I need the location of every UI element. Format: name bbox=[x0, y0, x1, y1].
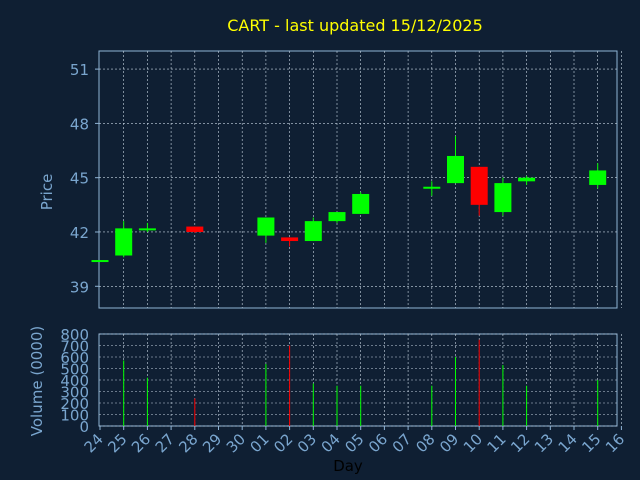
x-tick-label: 01 bbox=[246, 430, 272, 456]
candle-body bbox=[115, 228, 133, 256]
candle-body bbox=[138, 228, 156, 231]
volume-tick-label: 300 bbox=[60, 384, 89, 402]
x-tick-label: 16 bbox=[602, 430, 628, 456]
x-tick-label: 07 bbox=[389, 430, 415, 456]
x-tick-label: 27 bbox=[152, 430, 178, 456]
candle-body bbox=[423, 186, 441, 189]
price-tick-label: 48 bbox=[70, 115, 89, 133]
x-tick-label: 14 bbox=[555, 430, 581, 456]
candle-body bbox=[470, 166, 488, 205]
price-tick-label: 45 bbox=[70, 170, 89, 188]
x-tick-label: 04 bbox=[318, 430, 344, 456]
price-plot-frame bbox=[98, 50, 618, 309]
candle-body bbox=[518, 177, 536, 182]
volume-tick-label: 200 bbox=[60, 395, 89, 413]
volume-tick-label: 600 bbox=[60, 349, 89, 367]
x-tick-label: 09 bbox=[436, 430, 462, 456]
candle-body bbox=[281, 237, 299, 242]
volume-tick-label: 0 bbox=[79, 418, 89, 436]
x-tick-label: 06 bbox=[365, 430, 391, 456]
candle-body bbox=[447, 155, 464, 184]
price-tick-label: 39 bbox=[70, 278, 89, 296]
x-axis-label: Day bbox=[333, 457, 363, 475]
x-tick-label: 13 bbox=[531, 430, 557, 456]
price-tick-label: 51 bbox=[70, 61, 89, 79]
x-tick-label: 05 bbox=[341, 430, 367, 456]
volume-tick-label: 700 bbox=[60, 338, 89, 356]
candle-body bbox=[304, 221, 322, 242]
x-axis: 2425262728293001020304050607080910111213… bbox=[81, 426, 628, 456]
x-tick-label: 08 bbox=[412, 430, 438, 456]
volume-tick-label: 400 bbox=[60, 372, 89, 390]
x-tick-label: 25 bbox=[104, 430, 130, 456]
candle-body bbox=[91, 260, 109, 263]
x-tick-label: 10 bbox=[460, 430, 486, 456]
candle-body bbox=[352, 193, 370, 214]
x-tick-label: 30 bbox=[223, 430, 249, 456]
x-tick-label: 15 bbox=[578, 430, 604, 456]
volume-axis-label: Volume (0000) bbox=[28, 326, 46, 436]
x-tick-label: 26 bbox=[128, 430, 154, 456]
candle-body bbox=[328, 212, 346, 222]
price-axis-label: Price bbox=[38, 174, 56, 211]
candle-body bbox=[257, 217, 275, 236]
candle-body bbox=[186, 226, 204, 232]
price-tick-label: 42 bbox=[70, 224, 89, 242]
volume-tick-label: 500 bbox=[60, 361, 89, 379]
candle-body bbox=[589, 170, 607, 185]
volume-tick-label: 100 bbox=[60, 407, 89, 425]
x-tick-label: 28 bbox=[175, 430, 201, 456]
x-tick-label: 02 bbox=[270, 430, 296, 456]
price-panel: 39 42 45 48 51 bbox=[70, 50, 622, 309]
x-tick-label: 29 bbox=[199, 430, 225, 456]
x-tick-label: 12 bbox=[507, 430, 533, 456]
chart-title: CART - last updated 15/12/2025 bbox=[227, 16, 483, 35]
x-tick-label: 03 bbox=[294, 430, 320, 456]
volume-tick-label: 800 bbox=[60, 326, 89, 344]
x-tick-label: 11 bbox=[483, 430, 509, 456]
candle-body bbox=[494, 183, 512, 213]
